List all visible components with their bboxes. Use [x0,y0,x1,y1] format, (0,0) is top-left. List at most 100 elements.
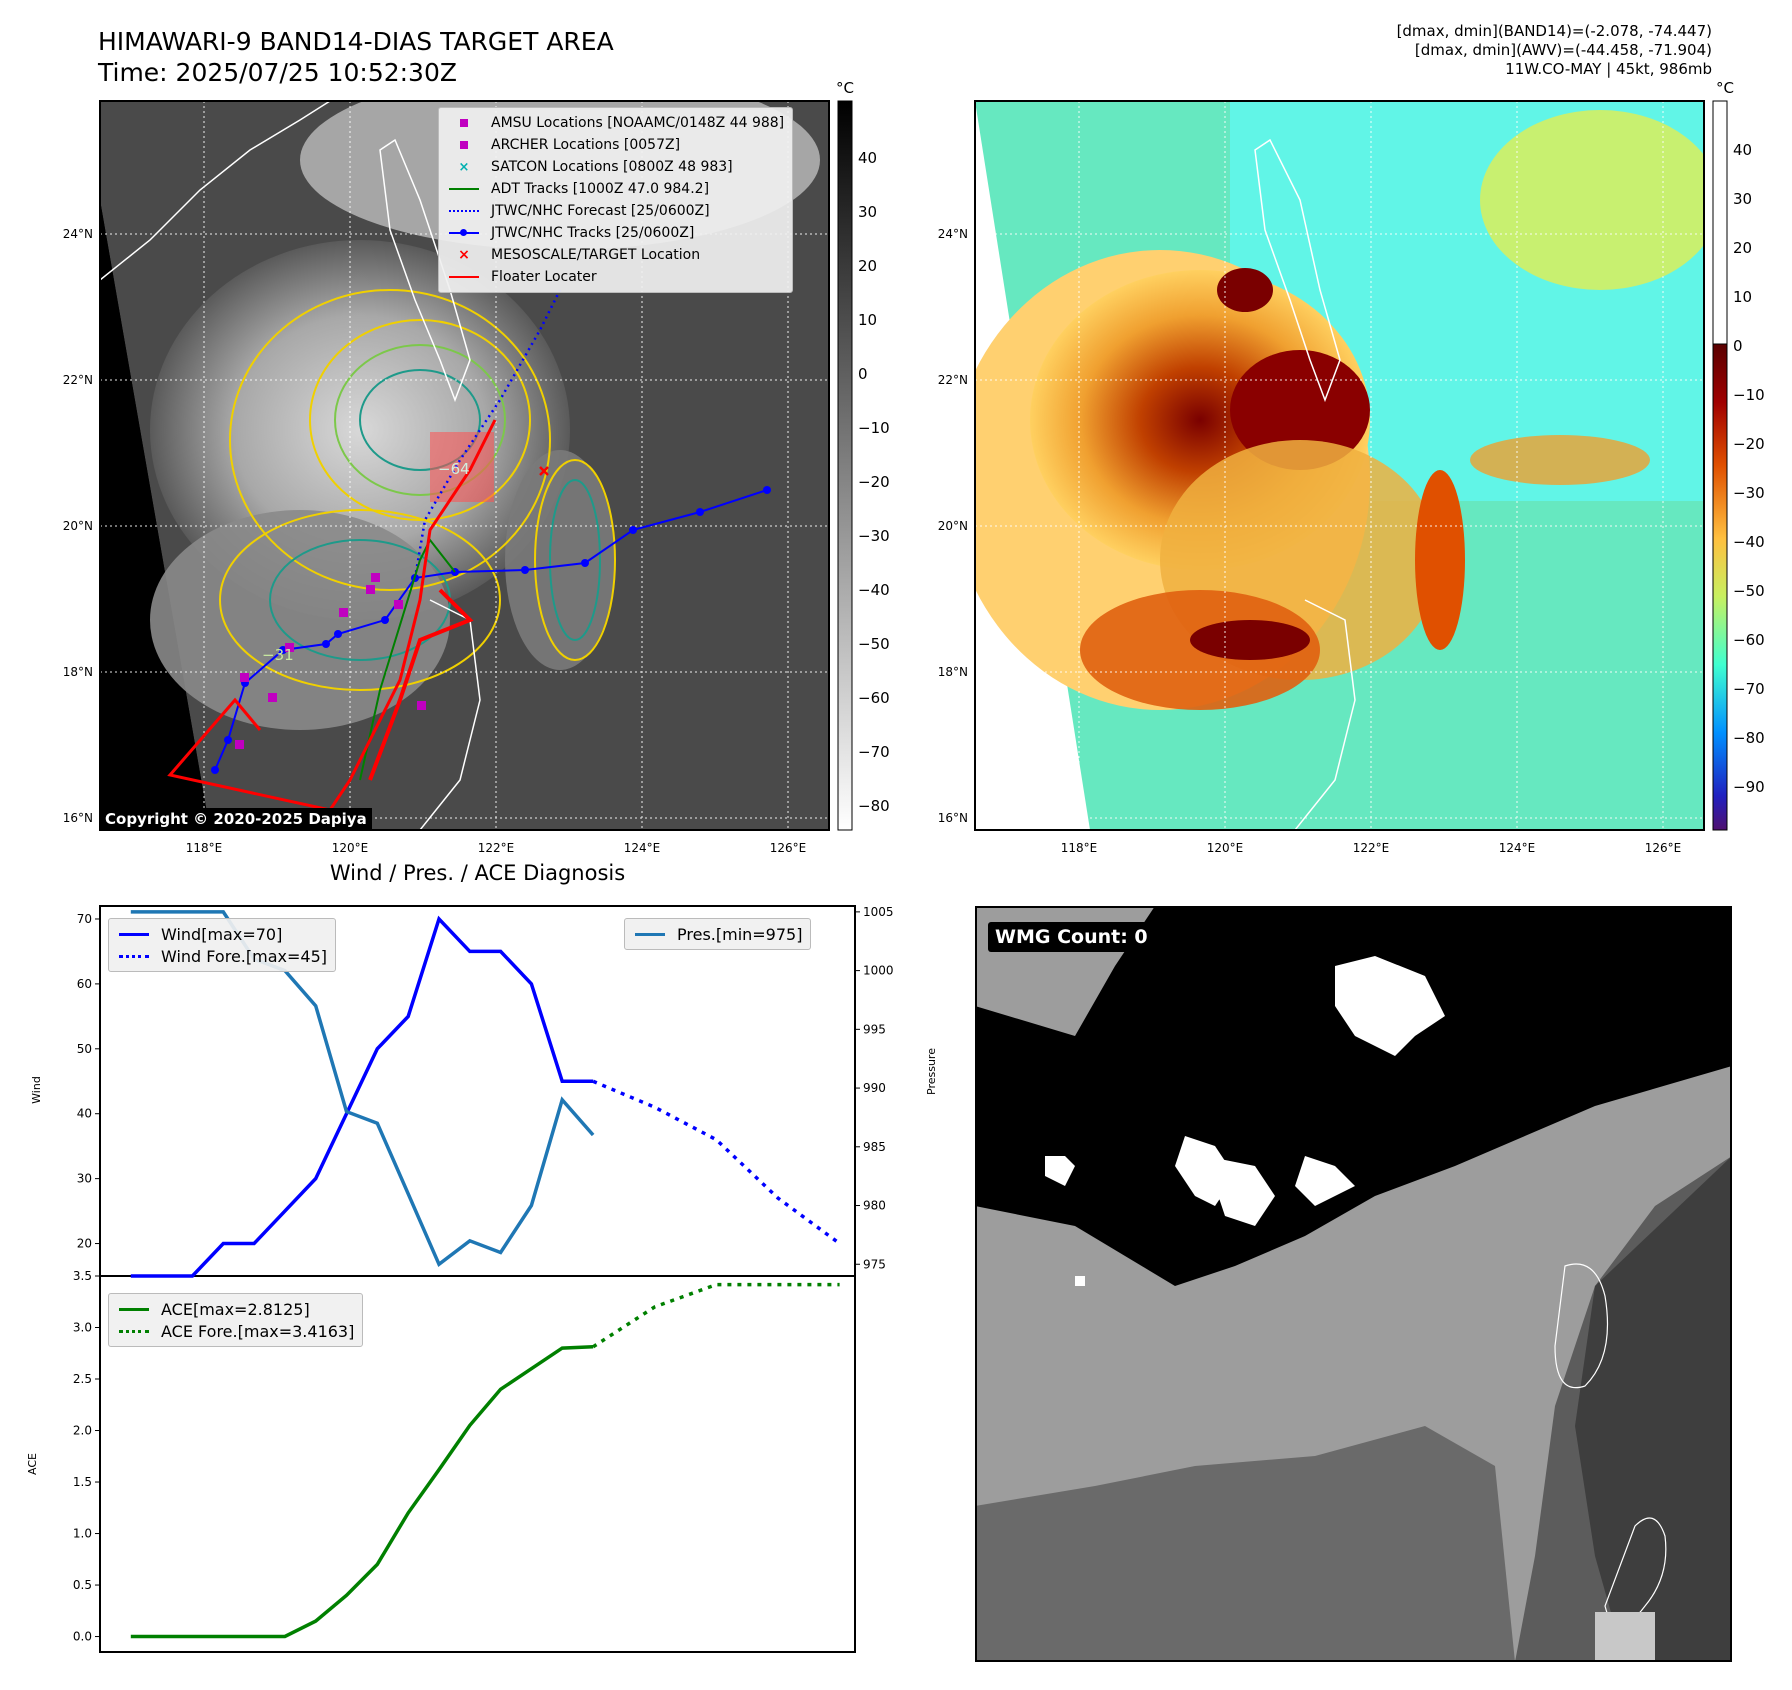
legend-label: MESOSCALE/TARGET Location [491,247,701,263]
legend-item-satcon: × SATCON Locations [0800Z 48 983] [447,156,784,178]
series-line [130,910,595,1268]
title-line-2: Time: 2025/07/25 10:52:30Z [98,58,457,87]
ace-ylabel: ACE [26,1453,39,1475]
lon-tick: 126°E [770,841,807,855]
cbar-tick: −70 [858,743,890,761]
legend-item-jtwc-forecast: JTWC/NHC Forecast [25/0600Z] [447,200,784,222]
line-icon [633,927,667,941]
left-colorbar-ticks: 40 30 20 10 0 −10 −20 −30 −40 −50 −60 −7… [858,149,890,815]
cbar-tick: −30 [1733,484,1765,502]
diag-band14: [dmax, dmin](BAND14)=(-2.078, -74.447) [1396,22,1712,40]
cbar-tick: −30 [858,527,890,545]
cbar-tick: −20 [1733,435,1765,453]
legend-label: ACE Fore.[max=3.4163] [161,1321,355,1341]
cbar-tick: −10 [858,419,890,437]
wind-tick-label: 70 [77,912,92,926]
right-colorbar-white [1712,100,1728,345]
cbar-tick: 0 [1733,337,1743,355]
ace-tick-label: 1.0 [73,1527,92,1541]
dotted-line-icon [117,1324,151,1338]
series-lines [130,910,841,1639]
cbar-tick: 20 [858,257,877,275]
right-colorbar-unit: °C [1716,79,1734,97]
diag-storm: 11W.CO-MAY | 45kt, 986mb [1505,60,1712,78]
diagnostics-text: [dmax, dmin](BAND14)=(-2.078, -74.447) [… [1397,22,1712,79]
legend-label: Pres.[min=975] [677,924,803,944]
legend-item-archer: ARCHER Locations [0057Z] [447,134,784,156]
lon-tick: 126°E [1645,841,1682,855]
lon-tick: 124°E [624,841,661,855]
legend-label: ARCHER Locations [0057Z] [491,137,681,153]
legend-item-ace: ACE[max=2.8125] [117,1298,354,1320]
diagnosis-svg: 20 30 40 50 60 70 975 980 985 990 995 1000 1005 0.0… [26,905,894,1653]
line-icon [117,1302,151,1316]
title-line-1: HIMAWARI-9 BAND14-DIAS TARGET AREA [98,27,614,56]
figure-title: HIMAWARI-9 BAND14-DIAS TARGET AREA Time:… [98,26,614,88]
lat-tick: 20°N [63,519,93,533]
legend-item-ace-fore: ACE Fore.[max=3.4163] [117,1320,354,1342]
wind-ylabel: Wind [30,1076,43,1104]
series-line [592,1282,840,1349]
ace-frame [99,1275,856,1653]
ace-tick-label: 3.5 [73,1269,92,1283]
left-map-frame [99,100,830,831]
wind-yticks: 20 30 40 50 60 70 [77,912,100,1251]
legend-label: SATCON Locations [0800Z 48 983] [491,159,733,175]
lon-tick: 120°E [332,841,369,855]
diagnosis-title: Wind / Pres. / ACE Diagnosis [329,861,626,885]
pres-tick-label: 980 [863,1199,886,1213]
line-icon [117,927,151,941]
wmg-panel [975,906,1732,1662]
left-lat-ticks: 24°N 22°N 20°N 18°N 16°N [63,227,93,825]
legend-item-amsu: AMSU Locations [NOAAMC/0148Z 44 988] [447,112,784,134]
ace-tick-label: 0.0 [73,1630,92,1644]
ace-yticks: 0.0 0.5 1.0 1.5 2.0 2.5 3.0 3.5 [73,1269,100,1644]
ace-tick-label: 3.0 [73,1321,92,1335]
legend-label: Floater Locater [491,269,597,285]
x-marker-icon: × [458,247,470,263]
lat-tick: 24°N [63,227,93,241]
cbar-tick: −80 [858,797,890,815]
cbar-tick: −70 [1733,680,1765,698]
legend-item-wind-fore: Wind Fore.[max=45] [117,945,327,967]
ace-tick-label: 2.0 [73,1424,92,1438]
lon-tick: 122°E [478,841,515,855]
cbar-tick: −40 [858,581,890,599]
contour-label-2: −31 [262,646,294,664]
left-colorbar-unit: °C [836,79,854,97]
square-marker-icon [447,138,481,152]
diag-awv: [dmax, dmin](AWV)=(-44.458, -71.904) [1414,41,1712,59]
cbar-tick: 30 [1733,190,1752,208]
legend-label: ACE[max=2.8125] [161,1299,310,1319]
wind-tick-label: 20 [77,1237,92,1251]
awv-image [975,101,1704,830]
cbar-tick: −50 [1733,582,1765,600]
lat-tick: 18°N [63,665,93,679]
cbar-tick: −10 [1733,386,1765,404]
series-line [130,1345,594,1639]
pres-legend: Pres.[min=975] [624,918,812,950]
lat-tick: 20°N [938,519,968,533]
legend-label: AMSU Locations [NOAAMC/0148Z 44 988] [491,115,785,131]
cbar-tick: −90 [1733,778,1765,796]
lat-tick: 24°N [938,227,968,241]
copyright-label: Copyright © 2020-2025 Dapiya [100,808,372,830]
lon-tick: 118°E [186,841,223,855]
line-icon [447,270,481,284]
legend-label: JTWC/NHC Tracks [25/0600Z] [491,225,695,241]
cbar-tick: 20 [1733,239,1752,257]
cbar-tick: 10 [1733,288,1752,306]
square-marker-icon [447,116,481,130]
pres-tick-label: 975 [863,1257,886,1271]
lon-tick: 118°E [1061,841,1098,855]
cbar-tick: −60 [1733,631,1765,649]
legend-label: JTWC/NHC Forecast [25/0600Z] [491,203,710,219]
legend-item-adt: ADT Tracks [1000Z 47.0 984.2] [447,178,784,200]
right-map-frame [974,100,1705,831]
cbar-tick: 0 [858,365,868,383]
pres-tick-label: 995 [863,1022,886,1036]
cbar-tick: 40 [1733,141,1752,159]
right-colorbar [1712,343,1728,831]
wind-tick-label: 30 [77,1172,92,1186]
legend-item-jtwc-tracks: JTWC/NHC Tracks [25/0600Z] [447,222,784,244]
